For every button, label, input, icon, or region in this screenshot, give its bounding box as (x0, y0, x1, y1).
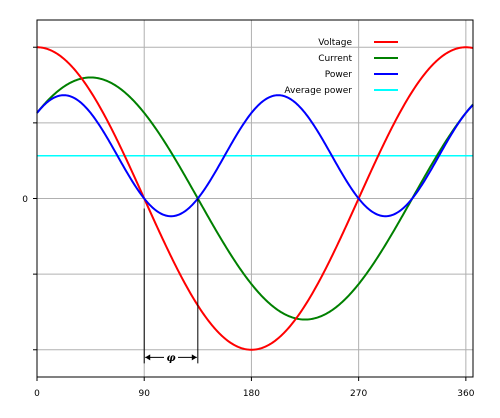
tick-labels: 0 90 180 270 360 0 (22, 46, 475, 399)
legend-label-2: Power (325, 70, 353, 80)
x-tick-label-4: 360 (457, 389, 474, 399)
grid (37, 20, 473, 377)
phase-annotation: φ (143, 198, 199, 364)
x-tick-label-2: 180 (243, 389, 260, 399)
legend: Voltage Current Power Average power (284, 38, 398, 96)
phase-arrowhead-left (145, 354, 151, 361)
phase-label: φ (166, 353, 175, 364)
legend-label-3: Average power (284, 86, 352, 96)
x-tick-label-0: 0 (34, 389, 40, 399)
x-tick-label-1: 90 (138, 389, 150, 399)
legend-label-1: Current (318, 54, 352, 64)
series-group (36, 46, 474, 351)
legend-label-0: Voltage (318, 38, 352, 48)
series-line-voltage (36, 46, 474, 351)
x-tick-label-3: 270 (350, 389, 367, 399)
series-line-power (36, 94, 474, 218)
y-tick-label-2: 0 (22, 195, 28, 205)
series-line-current (36, 76, 474, 321)
phase-arrowhead-right (191, 354, 197, 361)
